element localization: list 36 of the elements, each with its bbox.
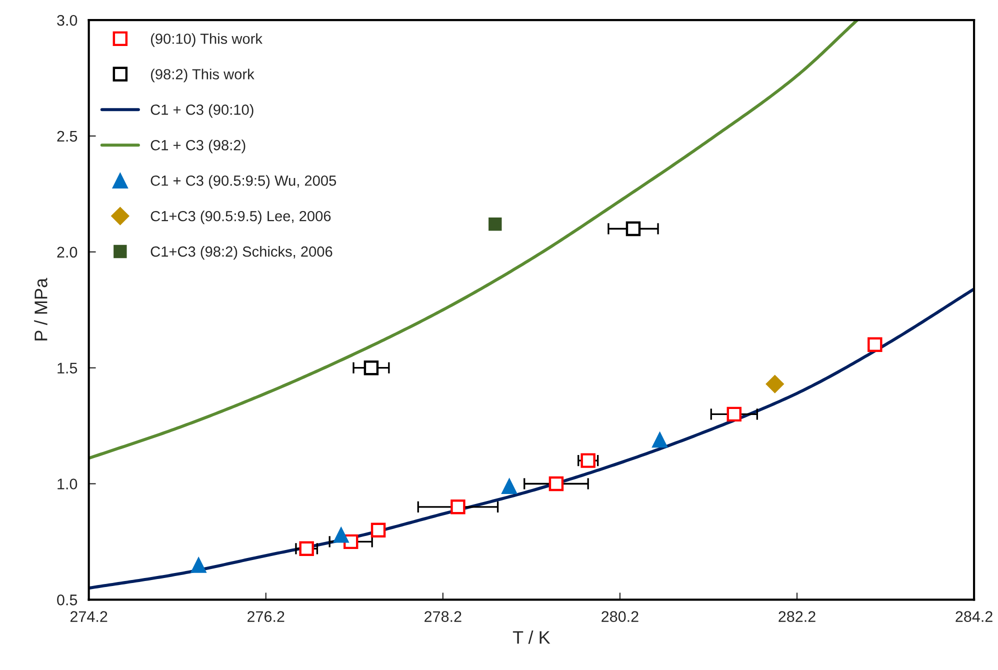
point <box>868 337 882 352</box>
legend-label: C1 + C3 (90:10) <box>150 104 254 118</box>
point <box>370 522 386 538</box>
legend-label: (98:2) This work <box>150 68 254 82</box>
point <box>190 556 207 573</box>
y-tick-label: 1.0 <box>58 478 78 490</box>
point <box>450 500 466 514</box>
x-tick-label: 278.2 <box>424 611 462 622</box>
point <box>766 374 784 394</box>
point <box>580 453 596 468</box>
y-tick-label: 3.0 <box>57 14 78 26</box>
point <box>501 478 518 494</box>
y-tick-label: 2.5 <box>57 130 78 142</box>
legend-label: (90:10) This work <box>150 33 262 47</box>
point <box>299 541 314 556</box>
point <box>548 476 564 492</box>
point <box>726 406 742 422</box>
x-tick-label: 274.2 <box>70 611 108 622</box>
legend-label: C1+C3 (90.5:9.5) Lee, 2006 <box>150 210 331 224</box>
y-tick-label: 1.5 <box>58 362 78 374</box>
legend-label: C1 + C3 (98:2) <box>150 140 246 154</box>
legend-label: C1+C3 (98:2) Schicks, 2006 <box>150 246 332 260</box>
point <box>488 218 502 231</box>
point <box>364 360 379 376</box>
x-tick-label: 284.2 <box>956 611 992 622</box>
point <box>333 526 350 543</box>
x-axis-title: T / K <box>512 630 550 644</box>
x-tick-label: 282.2 <box>778 611 816 622</box>
point <box>626 221 641 236</box>
x-tick-label: 280.2 <box>602 611 638 622</box>
y-tick-label: 0.5 <box>57 594 78 606</box>
y-tick-label: 2.0 <box>57 246 78 258</box>
y-axis-title: P / MPa <box>34 278 48 340</box>
point <box>652 432 668 448</box>
legend-label: C1 + C3 (90.5:9:5) Wu, 2005 <box>150 175 336 189</box>
x-tick-label: 276.2 <box>248 611 284 622</box>
